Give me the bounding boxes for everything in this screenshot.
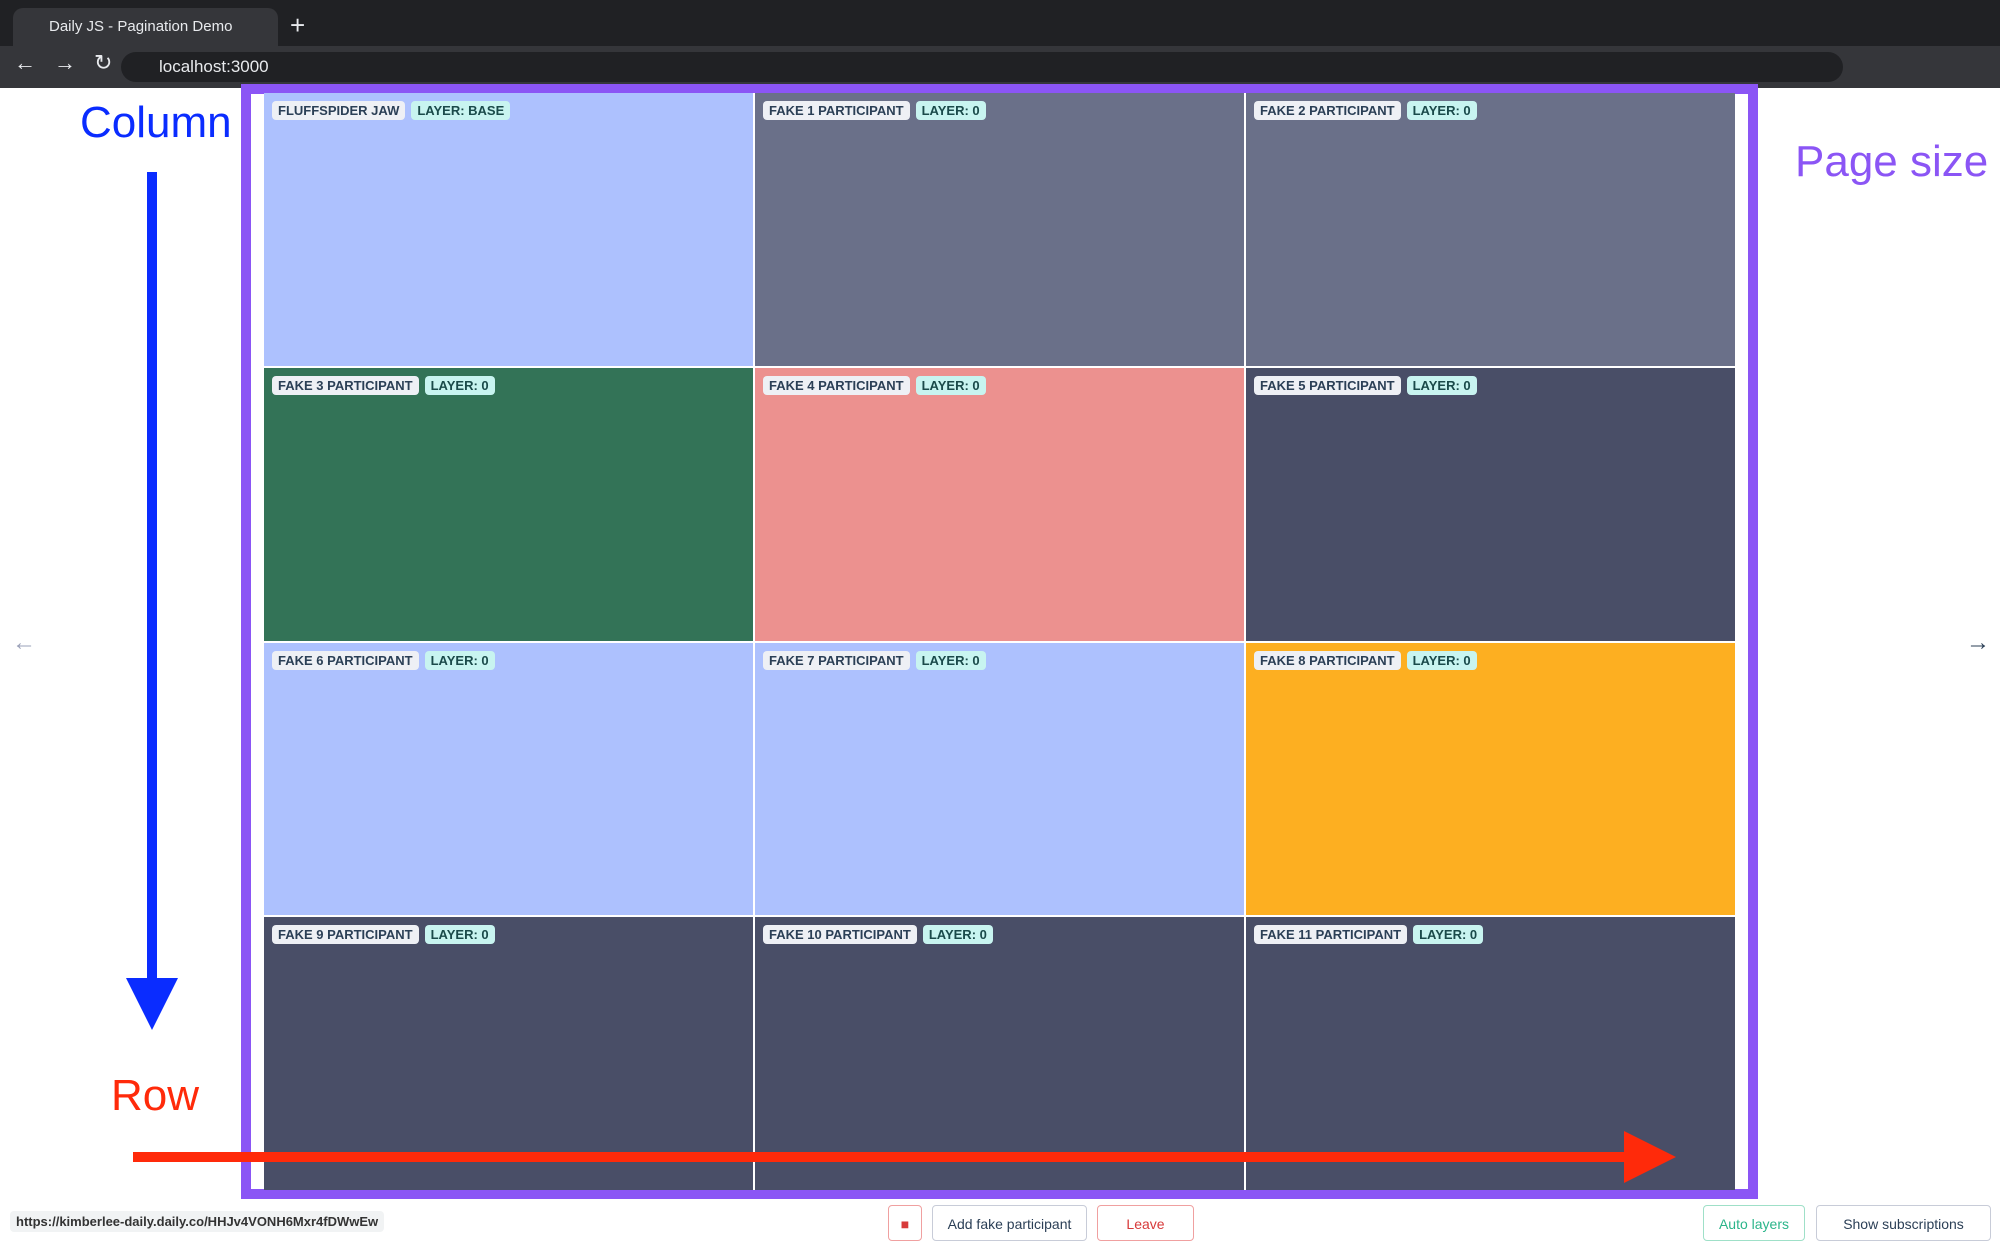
layer-badge: LAYER: 0 [1406,375,1477,395]
camera-button[interactable]: ■ [888,1205,922,1241]
subscriptions-button[interactable]: Show subscriptions [1816,1205,1991,1241]
participant-tile: FAKE 8 PARTICIPANT LAYER: 0 [1246,642,1735,916]
participant-name: FAKE 7 PARTICIPANT [763,650,910,670]
browser-tab[interactable]: Daily JS - Pagination Demo [13,8,278,46]
layer-badge: LAYER: 0 [424,375,495,395]
participant-name: FAKE 9 PARTICIPANT [272,925,419,945]
layer-badge: LAYER: 0 [915,101,986,120]
row-arrow [133,1152,1628,1162]
participant-tile: FAKE 3 PARTICIPANT LAYER: 0 [264,367,753,641]
page-size-label: Page size [1795,137,1989,186]
column-arrow [147,172,157,982]
prev-page[interactable]: ← [12,629,36,656]
layer-badge: LAYER: 0 [1406,650,1477,670]
participant-name: FAKE 5 PARTICIPANT [1254,375,1401,395]
layer-badge: LAYER: 0 [922,925,993,945]
row-label: Row [111,1071,200,1120]
participant-tile: FAKE 7 PARTICIPANT LAYER: 0 [755,642,1244,916]
participant-name: FAKE 3 PARTICIPANT [272,375,419,395]
participant-name: FLUFFSPIDER JAW [272,101,406,120]
auto-layers-button[interactable]: Auto layers [1703,1205,1805,1241]
participant-tile: FAKE 5 PARTICIPANT LAYER: 0 [1246,367,1735,641]
layer-badge: LAYER: 0 [915,375,986,395]
participant-tile: FAKE 1 PARTICIPANT LAYER: 0 [755,93,1244,366]
tab-bar [0,0,2000,46]
participant-name: FAKE 4 PARTICIPANT [763,375,910,395]
column-label: Column [80,98,232,147]
leave-button[interactable]: Leave [1097,1205,1194,1241]
layer-badge: LAYER: BASE [411,101,511,120]
page-size-frame [241,84,1758,1199]
tile-grid: FLUFFSPIDER JAW LAYER: BASE FAKE 1 PARTICI… [264,93,1735,1190]
row-arrow-head [1624,1131,1676,1183]
participant-tile: FLUFFSPIDER JAW LAYER: BASE [264,93,753,366]
participant-name: FAKE 8 PARTICIPANT [1254,650,1401,670]
participant-tile: FAKE 9 PARTICIPANT LAYER: 0 [264,917,753,1190]
participant-name: FAKE 10 PARTICIPANT [763,925,917,945]
participant-tile: FAKE 10 PARTICIPANT LAYER: 0 [755,917,1244,1190]
participant-tile: FAKE 6 PARTICIPANT LAYER: 0 [264,642,753,916]
participant-tile: FAKE 4 PARTICIPANT LAYER: 0 [755,367,1244,641]
status-url: https://kimberlee-daily.daily.co/HHJv4VO… [10,1211,385,1232]
layer-badge: LAYER: 0 [424,925,495,945]
column-arrow-head [126,978,178,1030]
participant-name: FAKE 1 PARTICIPANT [763,101,910,120]
next-page[interactable]: → [1966,629,1990,656]
layer-badge: LAYER: 0 [1413,925,1484,945]
omnibox[interactable]: localhost:3000 [121,52,1843,82]
new-tab[interactable]: + [290,10,306,40]
participant-name: FAKE 6 PARTICIPANT [272,650,419,670]
nav-buttons[interactable]: ←→↻ [14,50,131,75]
layer-badge: LAYER: 0 [1406,101,1477,120]
participant-tile: FAKE 11 PARTICIPANT LAYER: 0 [1246,917,1735,1190]
add-participant-button[interactable]: Add fake participant [932,1205,1087,1241]
layer-badge: LAYER: 0 [424,650,495,670]
layer-badge: LAYER: 0 [915,650,986,670]
participant-tile: FAKE 2 PARTICIPANT LAYER: 0 [1246,93,1735,366]
participant-name: FAKE 11 PARTICIPANT [1254,925,1408,945]
participant-name: FAKE 2 PARTICIPANT [1254,101,1401,120]
